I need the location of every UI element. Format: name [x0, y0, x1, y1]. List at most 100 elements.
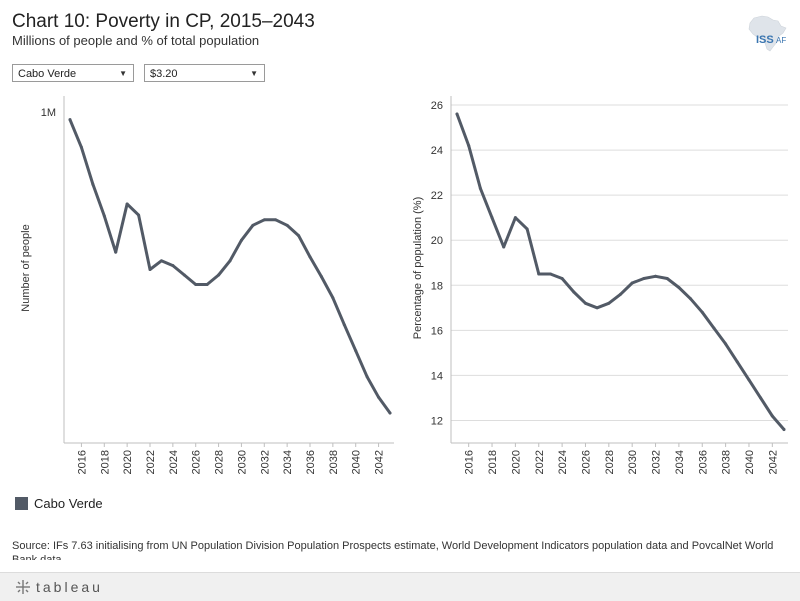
data-point [91, 182, 95, 186]
x-tick-label: 2020 [122, 450, 134, 474]
africa-map-icon: ISS AF [748, 15, 787, 52]
data-point [490, 216, 494, 220]
data-point [365, 375, 369, 379]
tableau-wordmark: tableau [36, 579, 103, 595]
legend[interactable]: Cabo Verde [15, 496, 103, 511]
y-tick-label: 12 [431, 415, 443, 427]
data-point [217, 273, 221, 277]
x-tick-label: 2030 [627, 450, 639, 474]
x-tick-label: 2022 [145, 450, 157, 474]
data-point [68, 118, 72, 122]
data-point [630, 281, 634, 285]
y-tick-label: 26 [431, 100, 443, 112]
x-tick-label: 2018 [99, 450, 111, 474]
data-point [607, 301, 611, 305]
panel-number-of-people: 1M 2016 2018 2020 2022 2024 2026 2028 2030 2032 20… [20, 96, 394, 474]
x-tick-label: 2040 [351, 450, 363, 474]
data-point [689, 297, 693, 301]
data-point [114, 250, 118, 254]
y-axis-title: Number of people [20, 224, 32, 311]
x-tick-label: 2032 [259, 450, 271, 474]
poverty-line-dropdown-value: $3.20 [150, 68, 178, 80]
chevron-down-icon: ▼ [119, 69, 127, 78]
x-tick-label: 2042 [767, 450, 779, 474]
x-tick-label: 2042 [374, 450, 386, 474]
x-tick-label: 2038 [328, 450, 340, 474]
data-point [239, 238, 243, 242]
series-line-cabo-verde [68, 118, 392, 415]
data-point [759, 396, 763, 400]
data-point [537, 272, 541, 276]
legend-label: Cabo Verde [34, 496, 103, 511]
data-point [342, 323, 346, 327]
data-point [677, 286, 681, 290]
y-tick-label: 18 [431, 280, 443, 292]
data-point [297, 234, 301, 238]
x-tick-label: 2022 [534, 450, 546, 474]
iss-africa-logo[interactable]: ISS AF [740, 12, 792, 54]
chart-subtitle: Millions of people and % of total popula… [12, 33, 260, 48]
data-point [205, 282, 209, 286]
data-point [137, 213, 141, 217]
x-tick-label: 2026 [580, 450, 592, 474]
data-point [194, 282, 198, 286]
data-point [79, 145, 83, 149]
x-tick-label: 2024 [557, 450, 569, 474]
x-tick-label: 2040 [744, 450, 756, 474]
country-dropdown-value: Cabo Verde [18, 68, 77, 80]
data-point [308, 255, 312, 259]
data-point [455, 112, 459, 116]
logo-text: ISS [756, 34, 774, 46]
data-point [262, 218, 266, 222]
data-point [171, 264, 175, 268]
data-point [619, 292, 622, 296]
data-point [467, 144, 471, 148]
chevron-down-icon: ▼ [250, 69, 258, 78]
y-tick-label: 14 [431, 370, 443, 382]
data-point [182, 273, 186, 277]
y-tick-label: 24 [431, 145, 443, 157]
poverty-line-dropdown[interactable]: $3.20 ▼ [144, 64, 265, 82]
data-point [285, 223, 289, 227]
source-note: Source: IFs 7.63 initialising from UN Po… [12, 540, 774, 560]
y-tick-label: 22 [431, 190, 443, 202]
data-point [560, 277, 564, 281]
data-point [159, 259, 163, 263]
x-tick-label: 2028 [214, 450, 226, 474]
data-point [125, 202, 129, 206]
x-tick-label: 2016 [464, 450, 476, 474]
y-tick-label: 20 [431, 235, 443, 247]
data-point [712, 326, 716, 330]
data-point [770, 414, 774, 418]
data-point [735, 360, 739, 364]
data-point [251, 223, 255, 227]
x-tick-label: 2036 [697, 450, 709, 474]
tableau-logo[interactable]: tableau [14, 578, 103, 596]
data-point [102, 214, 106, 218]
data-point [642, 277, 646, 281]
data-point [595, 306, 599, 310]
chart-title: Chart 10: Poverty in CP, 2015–2043 [12, 11, 315, 32]
data-point [548, 272, 552, 276]
data-point [747, 378, 751, 382]
x-tick-label: 2038 [721, 450, 733, 474]
data-point [782, 427, 786, 431]
data-point [502, 245, 506, 249]
tableau-footer: tableau [0, 572, 800, 601]
y-tick-label: 1M [41, 107, 56, 119]
data-point [513, 216, 517, 220]
data-point [572, 290, 576, 294]
x-tick-label: 2032 [651, 450, 663, 474]
x-tick-label: 2020 [510, 450, 522, 474]
data-point [525, 227, 529, 231]
x-tick-label: 2024 [168, 450, 180, 474]
logo-suffix: AF [776, 36, 786, 45]
x-tick-label: 2026 [191, 450, 203, 474]
country-dropdown[interactable]: Cabo Verde ▼ [12, 64, 134, 82]
x-tick-label: 2030 [236, 450, 248, 474]
data-point [377, 395, 381, 399]
tableau-cross-icon [16, 580, 30, 594]
x-tick-label: 2034 [282, 450, 294, 474]
data-point [700, 310, 704, 314]
